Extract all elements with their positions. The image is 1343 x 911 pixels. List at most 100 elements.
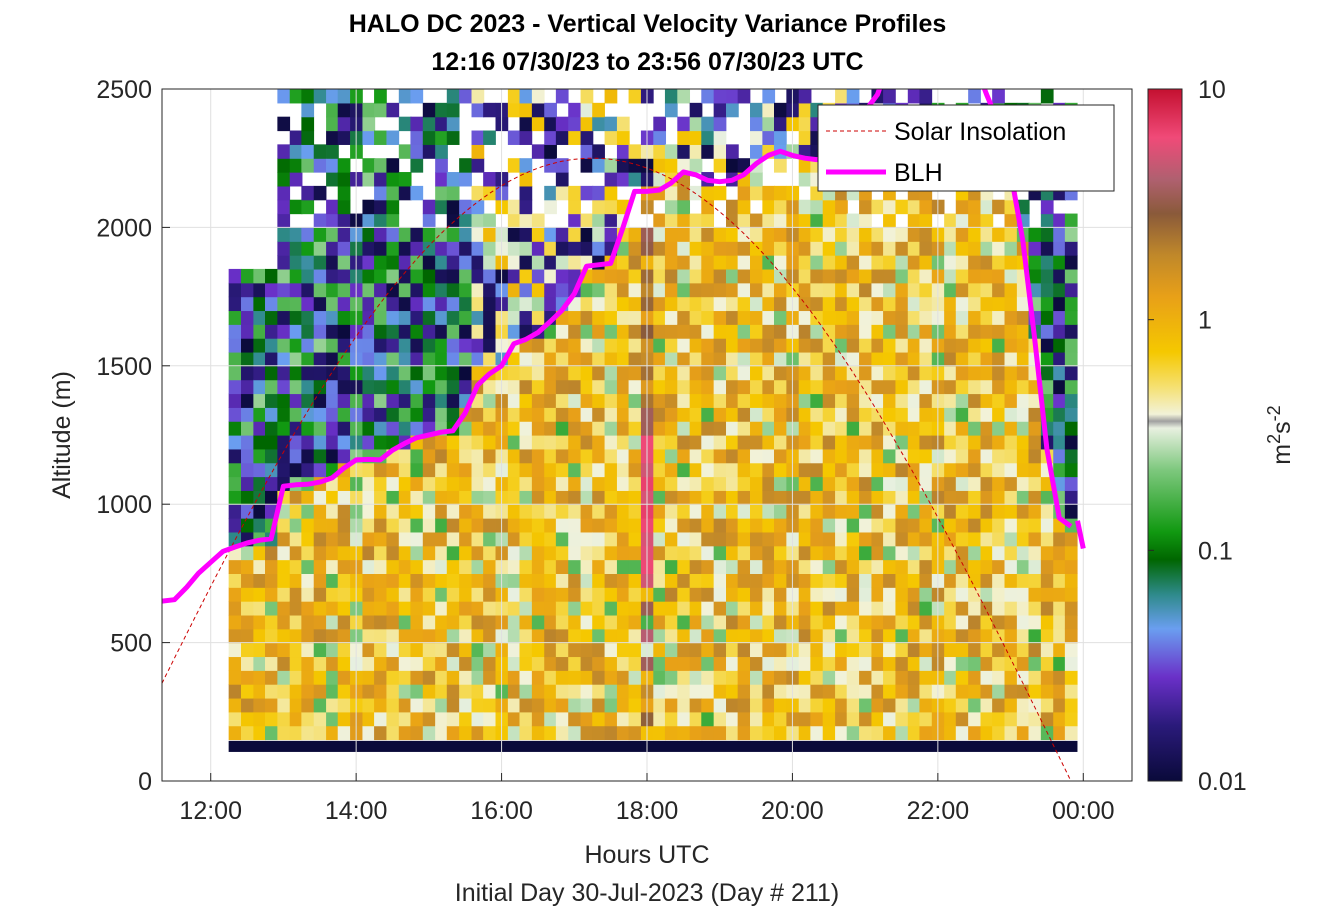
heatmap-cell	[1040, 241, 1054, 256]
heatmap-cell	[992, 559, 1005, 574]
heatmap-cell	[762, 116, 776, 132]
heatmap-cell	[835, 697, 848, 713]
heatmap-cell	[664, 628, 678, 644]
heatmap-cell	[374, 518, 387, 533]
heatmap-cell	[326, 296, 339, 312]
heatmap-cell	[362, 227, 376, 242]
heatmap-cell	[664, 268, 678, 284]
heatmap-cell	[968, 711, 981, 727]
heatmap-cell	[907, 255, 921, 270]
heatmap-cell	[968, 338, 981, 353]
heatmap-cell	[798, 448, 812, 464]
heatmap-cell	[980, 614, 994, 630]
heatmap-cell	[1040, 670, 1054, 685]
heatmap-cell	[568, 227, 581, 242]
heatmap-cell	[713, 158, 727, 173]
heatmap-cell	[955, 656, 969, 671]
heatmap-cell	[265, 379, 278, 395]
heatmap-cell	[483, 255, 496, 270]
heatmap-cell	[822, 379, 836, 395]
heatmap-cell	[531, 559, 545, 574]
heatmap-cell	[798, 199, 812, 215]
heatmap-cell	[544, 130, 557, 145]
heatmap-cell	[677, 116, 691, 132]
heatmap-cell	[664, 518, 678, 533]
heatmap-cell	[446, 614, 460, 630]
heatmap-cell	[846, 421, 860, 436]
heatmap-cell	[1053, 462, 1066, 478]
heatmap-cell	[955, 504, 969, 519]
heatmap-cell	[519, 573, 533, 588]
heatmap-cell	[859, 670, 872, 685]
heatmap-cell	[774, 545, 787, 561]
x-axis-label: Hours UTC	[584, 841, 709, 869]
heatmap-cell	[798, 393, 812, 408]
heatmap-cell	[604, 642, 618, 658]
heatmap-cell	[241, 684, 254, 699]
heatmap-cell	[471, 476, 485, 491]
heatmap-cell	[228, 656, 242, 671]
heatmap-cell	[435, 296, 448, 312]
heatmap-cell	[701, 670, 715, 685]
heatmap-cell	[895, 241, 909, 256]
heatmap-cell	[301, 255, 315, 270]
heatmap-cell	[459, 462, 472, 478]
heatmap-cell	[968, 351, 981, 367]
heatmap-cell	[471, 351, 485, 367]
heatmap-cell	[846, 379, 860, 395]
heatmap-cell	[301, 573, 315, 588]
heatmap-cell	[241, 435, 254, 450]
heatmap-cell	[422, 614, 436, 630]
heatmap-cell	[677, 725, 691, 741]
heatmap-cell	[459, 531, 472, 547]
heatmap-cell	[277, 338, 291, 353]
heatmap-cell	[459, 490, 472, 505]
heatmap-cell	[531, 351, 545, 367]
heatmap-cell	[507, 255, 521, 270]
heatmap-cell	[398, 531, 412, 547]
heatmap-cell	[664, 185, 678, 201]
heatmap-cell	[944, 684, 957, 699]
heatmap-cell	[955, 670, 969, 685]
heatmap-cell	[664, 545, 678, 561]
heatmap-cell	[713, 545, 727, 561]
heatmap-cell	[277, 144, 291, 159]
heatmap-cell	[750, 684, 763, 699]
heatmap-cell	[483, 448, 496, 464]
heatmap-cell	[616, 476, 630, 491]
heatmap-cell	[713, 379, 727, 395]
heatmap-cell	[798, 324, 812, 339]
heatmap-cell	[846, 365, 860, 381]
heatmap-cell	[604, 379, 618, 395]
heatmap-cell	[374, 158, 387, 173]
heatmap-cell	[689, 102, 703, 118]
heatmap-cell	[822, 435, 836, 450]
heatmap-cell	[253, 448, 267, 464]
heatmap-cell	[955, 642, 969, 658]
heatmap-cell	[326, 365, 339, 381]
heatmap-cell	[846, 435, 860, 450]
heatmap-cell	[519, 531, 533, 547]
heatmap-cell	[277, 310, 291, 325]
heatmap-cell	[471, 185, 485, 201]
heatmap-cell	[762, 656, 776, 671]
heatmap-cell	[604, 407, 618, 422]
colorbar-label: m2s-2	[1264, 405, 1296, 464]
heatmap-cell	[265, 711, 278, 727]
heatmap-cell	[726, 697, 739, 713]
heatmap-cell	[507, 476, 521, 491]
heatmap-cell	[386, 102, 400, 118]
heatmap-cell	[386, 684, 400, 699]
heatmap-cell	[410, 393, 424, 408]
heatmap-cell	[859, 684, 872, 699]
heatmap-cell	[762, 697, 776, 713]
heatmap-cell	[980, 227, 994, 242]
heatmap-cell	[326, 725, 339, 741]
heatmap-cell	[822, 684, 836, 699]
heatmap-cell	[555, 504, 569, 519]
heatmap-cell	[677, 255, 691, 270]
heatmap-cell	[616, 642, 630, 658]
heatmap-cell	[810, 559, 824, 574]
heatmap-cell	[446, 213, 460, 228]
heatmap-cell	[362, 670, 376, 685]
